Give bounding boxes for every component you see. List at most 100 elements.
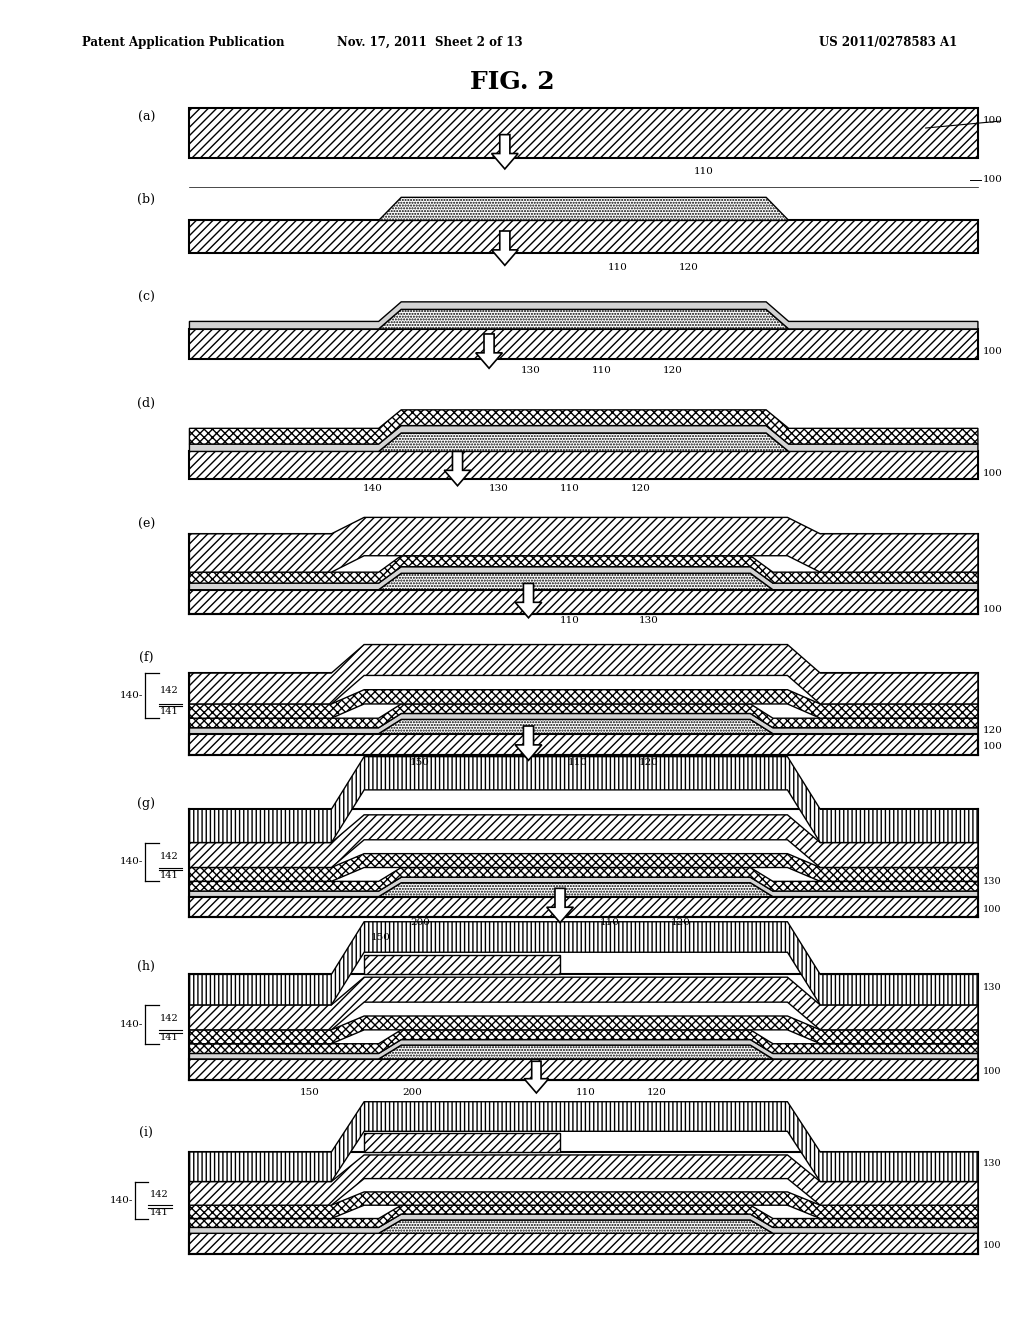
Text: 141: 141	[150, 1208, 168, 1217]
Text: 120: 120	[631, 484, 651, 492]
Text: 141: 141	[160, 871, 178, 879]
Text: 140-: 140-	[120, 692, 143, 700]
Polygon shape	[189, 220, 978, 253]
Polygon shape	[515, 583, 542, 618]
Text: 130: 130	[520, 367, 541, 375]
Text: (i): (i)	[139, 1126, 154, 1139]
Text: (g): (g)	[137, 797, 156, 810]
Polygon shape	[189, 409, 978, 444]
Text: 100: 100	[983, 742, 1002, 751]
Text: 200: 200	[402, 1089, 422, 1097]
Text: 100: 100	[983, 347, 1002, 356]
Text: 110: 110	[592, 367, 611, 375]
Polygon shape	[379, 433, 788, 451]
Polygon shape	[189, 1016, 978, 1044]
Text: (a): (a)	[138, 111, 155, 124]
Polygon shape	[189, 689, 978, 718]
Polygon shape	[189, 329, 978, 359]
Text: 140-: 140-	[120, 1020, 143, 1028]
Text: (e): (e)	[138, 517, 155, 531]
Text: 120: 120	[663, 367, 682, 375]
Text: 150: 150	[411, 759, 430, 767]
Polygon shape	[444, 451, 471, 486]
Text: 100: 100	[983, 469, 1002, 478]
Text: 120: 120	[639, 759, 658, 767]
Polygon shape	[189, 451, 978, 479]
Polygon shape	[189, 556, 978, 583]
Polygon shape	[189, 756, 978, 842]
Polygon shape	[189, 590, 978, 614]
Text: (d): (d)	[137, 397, 156, 411]
Polygon shape	[492, 135, 518, 169]
Polygon shape	[189, 1102, 978, 1181]
Text: 141: 141	[160, 1034, 178, 1041]
Text: FIG. 2: FIG. 2	[470, 70, 554, 94]
Polygon shape	[547, 888, 573, 923]
Polygon shape	[189, 896, 978, 917]
Text: 110: 110	[607, 264, 628, 272]
Polygon shape	[365, 956, 560, 974]
Polygon shape	[524, 1061, 549, 1093]
Polygon shape	[379, 309, 788, 329]
Text: 100: 100	[983, 176, 1002, 183]
Text: 130: 130	[639, 616, 658, 624]
Polygon shape	[189, 1214, 978, 1233]
Polygon shape	[379, 1220, 773, 1233]
Polygon shape	[379, 719, 773, 734]
Polygon shape	[189, 517, 978, 572]
Polygon shape	[189, 1192, 978, 1218]
Polygon shape	[379, 197, 788, 220]
Polygon shape	[189, 108, 978, 158]
Polygon shape	[189, 713, 978, 734]
Text: 110: 110	[694, 168, 714, 176]
Text: 110: 110	[560, 616, 580, 624]
Text: (f): (f)	[139, 651, 154, 664]
Text: US 2011/0278583 A1: US 2011/0278583 A1	[819, 36, 957, 49]
Text: 100: 100	[983, 605, 1002, 614]
Polygon shape	[189, 854, 978, 882]
Polygon shape	[189, 1059, 978, 1080]
Polygon shape	[379, 573, 773, 590]
Text: 110: 110	[560, 484, 580, 492]
Text: 142: 142	[160, 851, 178, 861]
Text: 142: 142	[160, 1014, 178, 1023]
Polygon shape	[492, 231, 518, 265]
Text: 110: 110	[568, 759, 588, 767]
Text: Nov. 17, 2011  Sheet 2 of 13: Nov. 17, 2011 Sheet 2 of 13	[337, 36, 523, 49]
Polygon shape	[379, 883, 773, 896]
Text: 110: 110	[575, 1089, 596, 1097]
Text: 120: 120	[671, 919, 690, 927]
Polygon shape	[189, 878, 978, 896]
Text: 140: 140	[362, 484, 383, 492]
Polygon shape	[189, 977, 978, 1030]
Text: (c): (c)	[138, 290, 155, 304]
Text: 130: 130	[983, 983, 1001, 993]
Polygon shape	[189, 644, 978, 704]
Polygon shape	[189, 734, 978, 755]
Text: 130: 130	[489, 484, 509, 492]
Polygon shape	[515, 726, 542, 760]
Text: 110: 110	[599, 919, 620, 927]
Polygon shape	[189, 425, 978, 451]
Text: 100: 100	[983, 116, 1002, 125]
Text: 150: 150	[300, 1089, 319, 1097]
Text: 141: 141	[160, 708, 178, 717]
Polygon shape	[365, 1133, 560, 1152]
Polygon shape	[189, 1205, 978, 1228]
Polygon shape	[189, 302, 978, 329]
Polygon shape	[476, 334, 503, 368]
Text: 130: 130	[983, 1159, 1001, 1168]
Text: 120: 120	[647, 1089, 667, 1097]
Text: 200: 200	[411, 919, 430, 927]
Text: 140-: 140-	[110, 1196, 133, 1205]
Polygon shape	[379, 1045, 773, 1059]
Text: 140-: 140-	[120, 858, 143, 866]
Polygon shape	[189, 704, 978, 727]
Text: (h): (h)	[137, 960, 156, 973]
Text: (b): (b)	[137, 193, 156, 206]
Text: 142: 142	[150, 1191, 168, 1199]
Text: 120: 120	[983, 726, 1002, 735]
Text: 120: 120	[678, 264, 698, 272]
Polygon shape	[189, 566, 978, 590]
Text: 142: 142	[160, 685, 178, 694]
